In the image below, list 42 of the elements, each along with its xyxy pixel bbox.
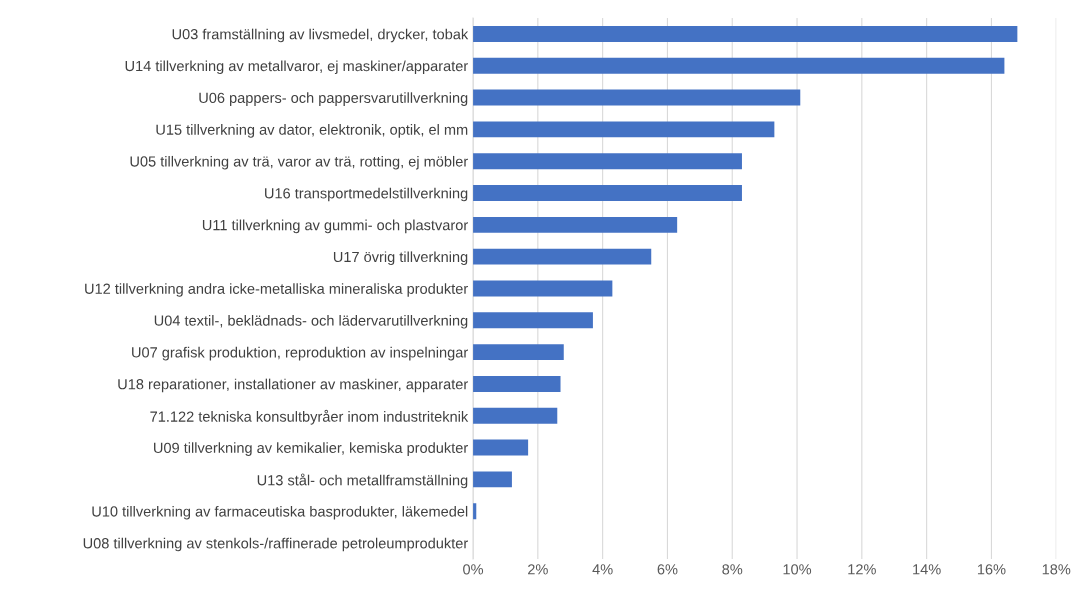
- x-tick-label: 12%: [848, 564, 876, 575]
- y-tick-label: U17 övrig tillverkning: [333, 251, 468, 265]
- bar: [473, 248, 652, 265]
- x-tick-label: 10%: [783, 564, 812, 575]
- y-tick-label: U12 tillverkning andra icke-metalliska mineraliska produkter: [85, 283, 468, 297]
- bar: [473, 57, 1005, 74]
- y-tick-label: U07 grafisk produktion, reproduktion av inspelningar: [132, 346, 468, 361]
- bar: [473, 89, 801, 106]
- bar: [473, 185, 742, 201]
- x-tick-label: 0%: [463, 564, 484, 575]
- y-tick-label: U08 tillverkning av stenkols-/raffinerade petroleumprodukter: [83, 537, 468, 552]
- bar: [473, 344, 564, 361]
- x-tick-label: 6%: [657, 564, 678, 575]
- x-tick-label: 4%: [592, 564, 613, 575]
- bar: [473, 280, 613, 297]
- bar: [473, 407, 558, 424]
- x-tick-label: 14%: [913, 564, 941, 575]
- bar: [473, 25, 1018, 42]
- y-tick-label: U09 tillverkning av kemikalier, kemiska produkter: [154, 442, 468, 456]
- y-tick-label: U04 textil-, beklädnads- och lädervarutillverkning: [154, 315, 468, 329]
- x-tick-label: 18%: [1042, 564, 1071, 575]
- y-tick-label: U06 pappers- och pappersvarutillverkning: [199, 92, 468, 106]
- y-tick-label: U15 tillverkning av dator, elektronik, optik, el mm: [156, 124, 468, 138]
- x-tick-label: 2%: [528, 564, 548, 575]
- x-tick-label: 8%: [722, 564, 743, 575]
- bar: [473, 121, 775, 138]
- y-tick-label: U18 reparationer, installationer av maskiner, apparater: [118, 378, 468, 393]
- bar: [473, 216, 678, 233]
- y-tick-label: U10 tillverkning av farmaceutiska basprodukter, läkemedel: [92, 505, 468, 520]
- y-tick-label: 71.122 tekniska konsultbyråer inom industriteknik: [150, 409, 469, 425]
- x-tick-label: 16%: [977, 564, 1006, 575]
- bar: [473, 312, 593, 329]
- bar: [473, 153, 742, 170]
- bar: [473, 439, 529, 456]
- bar: [473, 471, 512, 488]
- y-tick-label: U14 tillverkning av metallvaror, ej maskiner/apparater: [125, 60, 468, 75]
- y-tick-label: U03 framställning av livsmedel, drycker, tobak: [172, 28, 469, 43]
- y-tick-label: U05 tillverkning av trä, varor av trä, rotting, ej möbler: [130, 155, 468, 170]
- bar: [473, 375, 561, 392]
- y-tick-label: U13 stål- och metallframställning: [257, 473, 468, 489]
- y-tick-label: U16 transportmedelstillverkning: [265, 187, 468, 202]
- y-tick-label: U11 tillverkning av gummi- och plastvaror: [202, 219, 468, 234]
